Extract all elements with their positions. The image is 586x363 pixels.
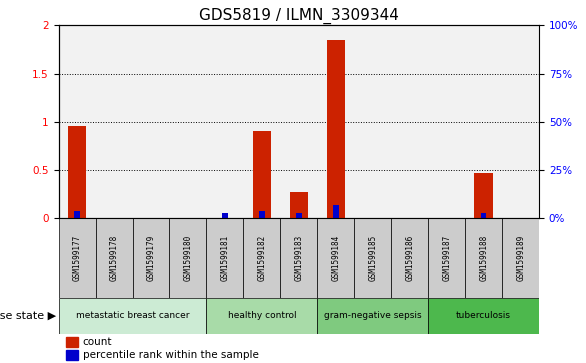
Text: GSM1599187: GSM1599187 bbox=[442, 234, 451, 281]
Text: GSM1599182: GSM1599182 bbox=[257, 234, 267, 281]
Text: GSM1599184: GSM1599184 bbox=[331, 234, 340, 281]
Text: GSM1599189: GSM1599189 bbox=[516, 234, 525, 281]
Bar bbox=[318, 298, 428, 334]
Bar bbox=[355, 218, 391, 298]
Bar bbox=[318, 218, 355, 298]
Bar bbox=[66, 350, 78, 360]
Bar bbox=[68, 126, 86, 218]
Text: GSM1599186: GSM1599186 bbox=[406, 234, 414, 281]
Bar bbox=[96, 218, 132, 298]
Bar bbox=[326, 40, 345, 218]
Bar bbox=[280, 218, 318, 298]
Bar bbox=[280, 25, 318, 218]
Bar bbox=[333, 205, 339, 218]
Bar bbox=[465, 218, 502, 298]
Bar bbox=[206, 25, 243, 218]
Text: GSM1599179: GSM1599179 bbox=[146, 234, 155, 281]
Bar bbox=[428, 25, 465, 218]
Text: GSM1599185: GSM1599185 bbox=[368, 234, 377, 281]
Text: disease state ▶: disease state ▶ bbox=[0, 311, 56, 321]
Bar bbox=[296, 213, 302, 218]
Bar bbox=[74, 211, 80, 218]
Bar bbox=[169, 25, 206, 218]
Bar bbox=[96, 25, 132, 218]
Bar bbox=[465, 25, 502, 218]
Bar bbox=[502, 218, 539, 298]
Title: GDS5819 / ILMN_3309344: GDS5819 / ILMN_3309344 bbox=[199, 8, 399, 24]
Bar bbox=[428, 298, 539, 334]
Text: GSM1599180: GSM1599180 bbox=[183, 234, 192, 281]
Bar bbox=[59, 25, 96, 218]
Bar bbox=[391, 25, 428, 218]
Text: GSM1599188: GSM1599188 bbox=[479, 234, 488, 281]
Bar bbox=[253, 131, 271, 218]
Bar bbox=[59, 298, 206, 334]
Bar bbox=[132, 25, 169, 218]
Bar bbox=[355, 25, 391, 218]
Bar bbox=[132, 218, 169, 298]
Text: GSM1599183: GSM1599183 bbox=[294, 234, 304, 281]
Bar bbox=[169, 218, 206, 298]
Bar bbox=[259, 211, 265, 218]
Text: GSM1599178: GSM1599178 bbox=[110, 234, 118, 281]
Bar bbox=[318, 25, 355, 218]
Bar bbox=[243, 25, 280, 218]
Bar bbox=[222, 213, 228, 218]
Bar bbox=[475, 172, 493, 218]
Bar bbox=[502, 25, 539, 218]
Bar bbox=[289, 192, 308, 218]
Text: healthy control: healthy control bbox=[227, 311, 296, 320]
Bar bbox=[206, 218, 243, 298]
Bar bbox=[59, 218, 96, 298]
Bar bbox=[428, 218, 465, 298]
Text: GSM1599177: GSM1599177 bbox=[73, 234, 81, 281]
Bar bbox=[481, 213, 486, 218]
Bar bbox=[391, 218, 428, 298]
Bar bbox=[243, 218, 280, 298]
Text: gram-negative sepsis: gram-negative sepsis bbox=[324, 311, 421, 320]
Text: metastatic breast cancer: metastatic breast cancer bbox=[76, 311, 189, 320]
Text: percentile rank within the sample: percentile rank within the sample bbox=[83, 350, 258, 360]
Bar bbox=[66, 337, 78, 347]
Bar bbox=[206, 298, 318, 334]
Text: tuberculosis: tuberculosis bbox=[456, 311, 511, 320]
Text: count: count bbox=[83, 337, 112, 347]
Text: GSM1599181: GSM1599181 bbox=[220, 234, 230, 281]
